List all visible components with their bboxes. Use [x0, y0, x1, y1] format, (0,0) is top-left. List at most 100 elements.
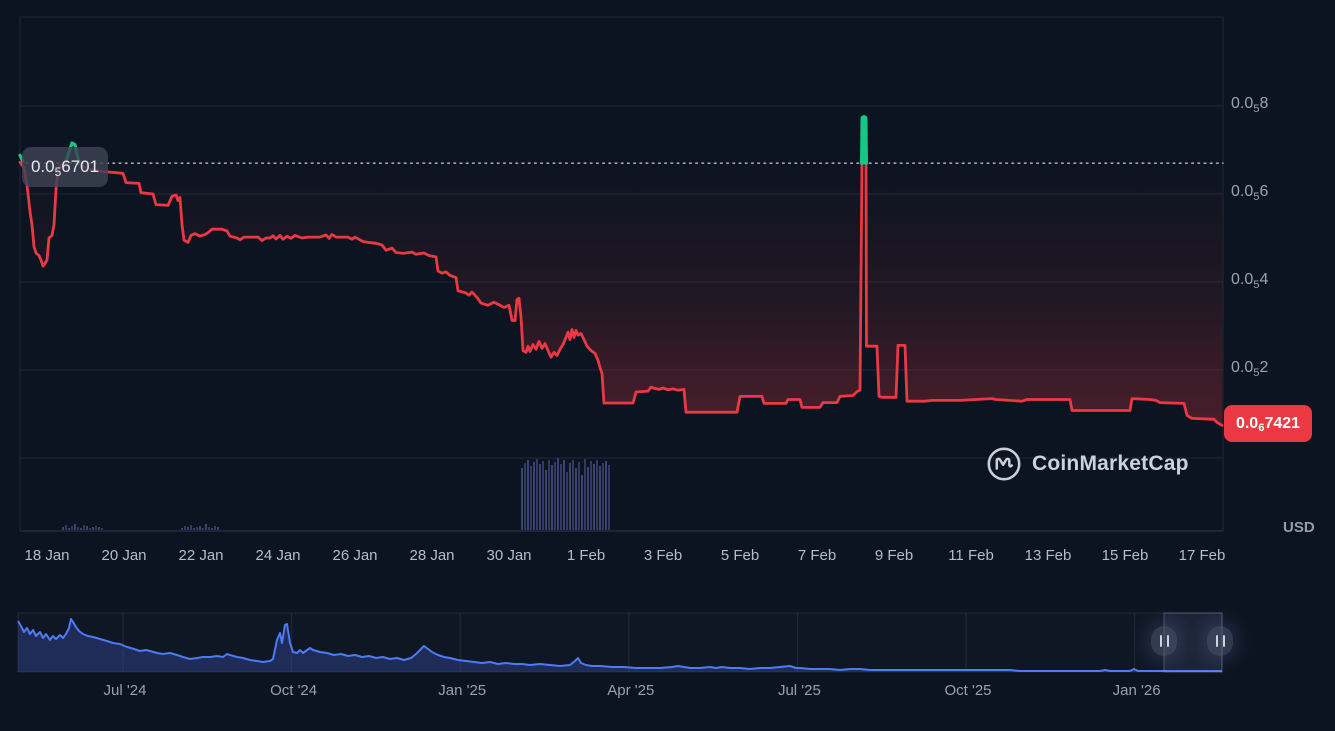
volume-bar: [581, 475, 583, 530]
volume-bar: [599, 466, 601, 530]
tooltip-value: 0.056701: [30, 157, 100, 179]
volume-bar: [590, 461, 592, 530]
navigator-right-handle[interactable]: [1207, 626, 1233, 656]
x-tick-label: 20 Jan: [101, 547, 147, 564]
handle-grip-bar: [1166, 635, 1169, 647]
handle-grip-bar: [1215, 635, 1218, 647]
volume-bar: [68, 528, 70, 530]
volume-bar: [548, 460, 550, 530]
x-tick-label: 17 Feb: [1178, 547, 1226, 564]
x-tick-label: 13 Feb: [1024, 547, 1072, 564]
volume-bar: [605, 461, 607, 530]
coinmarketcap-logo-icon: [987, 447, 1021, 481]
volume-bar: [181, 528, 183, 530]
volume-bar: [199, 526, 201, 530]
badge-value: 0.067421: [1235, 414, 1301, 435]
gain-segment: [860, 115, 868, 165]
volume-bar: [572, 460, 574, 530]
volume-bar: [184, 526, 186, 530]
x-tick-label: 5 Feb: [720, 547, 760, 564]
volume-bar: [608, 465, 610, 530]
volume-bar: [578, 462, 580, 530]
x-tick-label: 3 Feb: [643, 547, 683, 564]
volume-bar: [89, 528, 91, 530]
y-tick-label: 0.052: [1231, 359, 1269, 379]
nav-tick-label: Jul '25: [777, 682, 821, 699]
nav-tick-label: Oct '25: [944, 682, 992, 699]
volume-bar: [560, 464, 562, 530]
volume-bar: [205, 524, 207, 530]
volume-bar: [211, 528, 213, 530]
volume-bar: [83, 525, 85, 530]
price-area-fill: [20, 117, 1223, 426]
x-tick-label: 24 Jan: [255, 547, 301, 564]
x-tick-label: 18 Jan: [24, 547, 70, 564]
volume-bar: [533, 462, 535, 530]
volume-bar: [65, 525, 67, 530]
nav-tick-label: Jan '25: [438, 682, 487, 699]
plot-border: [19, 16, 1224, 532]
nav-tick-label: Jan '26: [1112, 682, 1161, 699]
volume-bar: [521, 468, 523, 530]
x-tick-label: 30 Jan: [486, 547, 532, 564]
volume-bar: [524, 463, 526, 530]
y-tick-label: 0.054: [1231, 271, 1269, 291]
price-line: [18, 115, 1224, 427]
x-tick-label: 22 Jan: [178, 547, 224, 564]
volume-bar: [92, 527, 94, 530]
volume-bar: [551, 465, 553, 530]
navigator-selected-range[interactable]: [1163, 612, 1223, 673]
volume-bar: [101, 528, 103, 530]
handle-grip-bar: [1159, 635, 1162, 647]
x-tick-label: 7 Feb: [797, 547, 837, 564]
volume-bar: [584, 459, 586, 530]
volume-bar: [187, 527, 189, 530]
nav-tick-label: Jul '24: [103, 682, 147, 699]
volume-bar: [596, 460, 598, 530]
current-price-badge: 0.067421: [1224, 405, 1312, 442]
volume-bar: [593, 464, 595, 530]
handle-grip-bar: [1222, 635, 1225, 647]
volume-bar: [527, 460, 529, 530]
y-tick-label: 0.056: [1231, 183, 1269, 203]
coinmarketcap-watermark: CoinMarketCap: [986, 446, 1189, 482]
volume-bar: [536, 459, 538, 530]
navigator-left-handle[interactable]: [1151, 626, 1177, 656]
volume-bar: [196, 527, 198, 530]
nav-tick-label: Oct '24: [270, 682, 318, 699]
volume-bar: [539, 464, 541, 530]
volume-bar: [563, 460, 565, 530]
x-tick-label: 9 Feb: [874, 547, 914, 564]
baseline-price-tooltip: 0.056701: [22, 147, 108, 187]
volume-bar: [554, 462, 556, 530]
volume-bar: [214, 526, 216, 530]
volume-bar: [557, 458, 559, 530]
volume-bar: [62, 527, 64, 530]
volume-bar: [98, 527, 100, 530]
x-tick-label: 11 Feb: [948, 547, 994, 564]
volume-bar: [575, 468, 577, 530]
navigator-frame: [17, 612, 1223, 673]
volume-bar: [566, 472, 568, 530]
volume-bar: [71, 526, 73, 530]
x-tick-label: 26 Jan: [332, 547, 378, 564]
volume-bar: [587, 467, 589, 530]
navigator-area-fill: [18, 619, 1222, 672]
volume-bar: [74, 524, 76, 530]
volume-bar: [193, 528, 195, 530]
volume-bar: [545, 470, 547, 530]
watermark-brand-text: CoinMarketCap: [1032, 452, 1189, 475]
volume-bar: [602, 463, 604, 530]
volume-bar: [80, 528, 82, 530]
x-tick-label: 28 Jan: [409, 547, 455, 564]
navigator-line: [17, 618, 1222, 672]
volume-bar: [202, 528, 204, 530]
x-tick-label: 15 Feb: [1101, 547, 1149, 564]
volume-bar: [569, 463, 571, 530]
volume-bar: [530, 466, 532, 530]
nav-tick-label: Apr '25: [607, 682, 655, 699]
volume-bar: [95, 526, 97, 530]
volume-bar: [208, 527, 210, 530]
